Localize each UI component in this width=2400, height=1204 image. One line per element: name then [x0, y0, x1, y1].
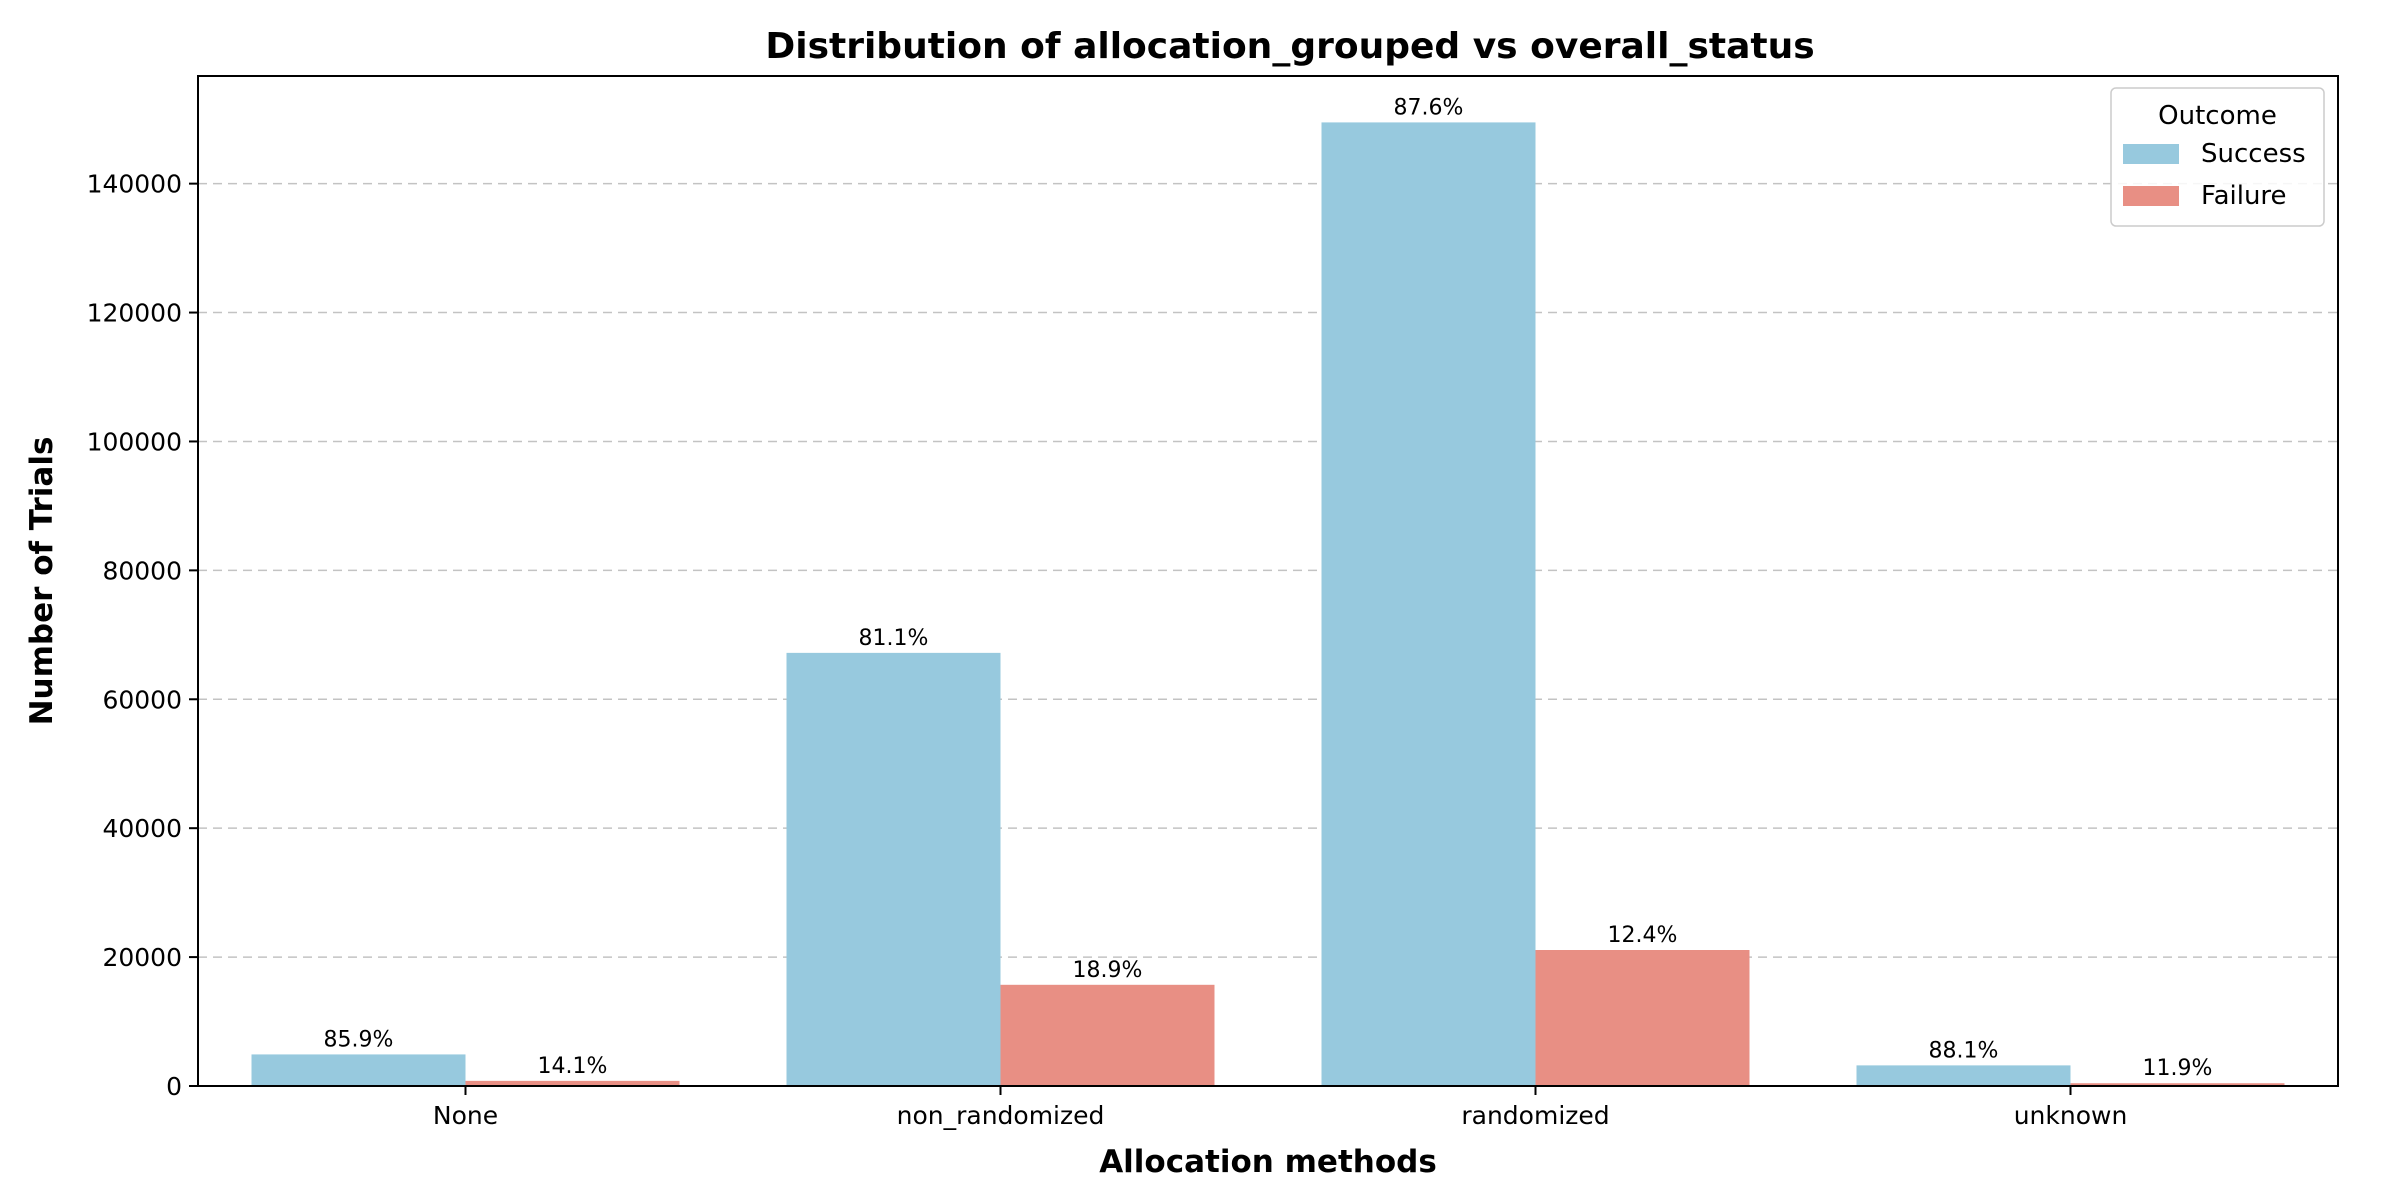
- x-tick-label: non_randomized: [897, 1101, 1105, 1130]
- y-tick-label: 140000: [87, 170, 182, 199]
- y-tick-label: 80000: [102, 556, 182, 585]
- plot-frame: [197, 75, 2339, 1087]
- bar-labels: 85.9% 14.1% 81.1% 18.9% 87.6% 12.4% 88.1% 11.9%: [324, 95, 2213, 1081]
- y-axis-label: Number of Trials: [24, 437, 60, 726]
- bar-success-none: [251, 1054, 466, 1086]
- y-tick-label: 20000: [102, 943, 182, 972]
- bar-label-failure-unknown: 11.9%: [2143, 1056, 2213, 1081]
- y-tick-label: 60000: [102, 685, 182, 714]
- bar-label-success-unknown: 88.1%: [1929, 1038, 1999, 1063]
- bar-failure-none: [465, 1080, 680, 1086]
- x-tick-label: randomized: [1461, 1101, 1609, 1130]
- bar-failure-non-randomized: [1000, 984, 1215, 1086]
- bar-success-unknown: [1856, 1065, 2071, 1086]
- x-tick-label: None: [433, 1101, 498, 1130]
- bar-label-success-non-randomized: 81.1%: [859, 626, 929, 651]
- bar-label-failure-none: 14.1%: [538, 1054, 608, 1079]
- bars: [251, 122, 2285, 1086]
- bar-label-success-randomized: 87.6%: [1394, 95, 1464, 120]
- x-tick-label: unknown: [2014, 1101, 2128, 1130]
- y-tick-label: 100000: [87, 427, 182, 456]
- bar-label-failure-non-randomized: 18.9%: [1073, 958, 1143, 983]
- bar-success-non-randomized: [786, 652, 1001, 1086]
- y-tick-label: 120000: [87, 299, 182, 328]
- legend-label-success: Success: [2201, 139, 2306, 169]
- x-axis-label: Allocation methods: [1099, 1144, 1437, 1180]
- y-axis: 0 20000 40000 60000 80000 100000 120000 140000: [87, 170, 198, 1101]
- bar-failure-randomized: [1535, 950, 1750, 1086]
- grid-lines: [198, 182, 2338, 958]
- bar-label-success-none: 85.9%: [324, 1027, 394, 1052]
- y-tick-label: 40000: [102, 814, 182, 843]
- chart-title: Distribution of allocation_grouped vs ov…: [765, 26, 1814, 67]
- legend-label-failure: Failure: [2201, 181, 2287, 211]
- bar-label-failure-randomized: 12.4%: [1608, 923, 1678, 948]
- legend-swatch-failure: [2123, 186, 2179, 206]
- bar-failure-unknown: [2070, 1083, 2285, 1086]
- legend-swatch-success: [2123, 144, 2179, 164]
- y-tick-label: 0: [166, 1072, 182, 1101]
- legend-title: Outcome: [2158, 101, 2277, 131]
- legend: Outcome Success Failure: [2110, 87, 2325, 227]
- bar-success-randomized: [1321, 122, 1536, 1086]
- x-axis: None non_randomized randomized unknown: [433, 1086, 2127, 1130]
